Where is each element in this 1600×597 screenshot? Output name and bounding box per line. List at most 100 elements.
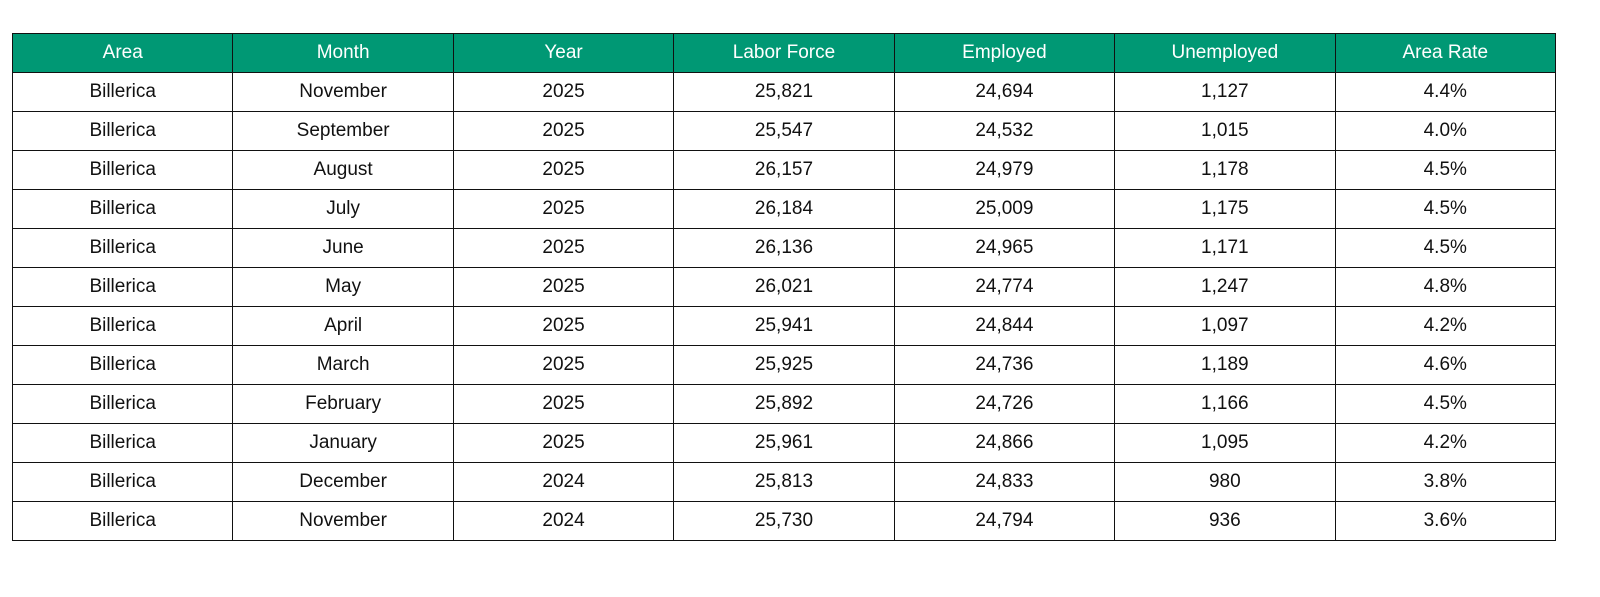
header-cell: Area Rate xyxy=(1334,33,1557,73)
table-cell: December xyxy=(232,462,454,502)
table-cell: 1,178 xyxy=(1114,150,1336,190)
table-cell: 26,184 xyxy=(673,189,895,229)
table-cell: 24,736 xyxy=(893,345,1116,385)
table-cell: 25,892 xyxy=(673,384,895,424)
table-cell: 2025 xyxy=(452,228,675,268)
table-cell: 26,157 xyxy=(673,150,895,190)
table-cell: 24,532 xyxy=(893,111,1116,151)
table-cell: 3.8% xyxy=(1334,462,1557,502)
table-cell: 24,866 xyxy=(893,423,1116,463)
table-row: Billerica December 2024 25,813 24,833 980 3.8% xyxy=(11,462,1557,502)
table-cell: 4.8% xyxy=(1334,267,1557,307)
table-cell: 4.2% xyxy=(1334,306,1557,346)
table-cell: 24,844 xyxy=(893,306,1116,346)
table-cell: 2025 xyxy=(452,384,675,424)
table-row: Billerica May 2025 26,021 24,774 1,247 4.8% xyxy=(11,267,1557,307)
table-cell: 24,774 xyxy=(893,267,1116,307)
table-cell: 936 xyxy=(1114,501,1336,541)
table-cell: 2025 xyxy=(452,72,675,112)
table-row: Billerica November 2025 25,821 24,694 1,127 4.… xyxy=(11,72,1557,112)
table-cell: 1,127 xyxy=(1114,72,1336,112)
table-cell: September xyxy=(232,111,454,151)
table-row: Billerica September 2025 25,547 24,532 1,015 4… xyxy=(11,111,1557,151)
table-cell: 4.0% xyxy=(1334,111,1557,151)
table-row: Billerica June 2025 26,136 24,965 1,171 4.5% xyxy=(11,228,1557,268)
table-cell: 2025 xyxy=(452,267,675,307)
table-cell: 24,726 xyxy=(893,384,1116,424)
table-cell: 1,247 xyxy=(1114,267,1336,307)
table-cell: August xyxy=(232,150,454,190)
table-cell: 2025 xyxy=(452,189,675,229)
table-cell: June xyxy=(232,228,454,268)
table-cell: 25,821 xyxy=(673,72,895,112)
header-cell: Month xyxy=(232,33,454,73)
table-cell: 24,979 xyxy=(893,150,1116,190)
table-cell: 2025 xyxy=(452,306,675,346)
table-row: Billerica November 2024 25,730 24,794 936 3.6% xyxy=(11,501,1557,541)
table-cell: Billerica xyxy=(11,306,234,346)
table-cell: March xyxy=(232,345,454,385)
table-cell: 26,021 xyxy=(673,267,895,307)
header-row: Area Month Year Labor Force Employed Unemploy… xyxy=(11,33,1557,73)
table-container: Area Month Year Labor Force Employed Unemploy… xyxy=(11,33,1557,541)
header-cell: Employed xyxy=(893,33,1116,73)
table-cell: 25,009 xyxy=(893,189,1116,229)
table-cell: 25,813 xyxy=(673,462,895,502)
table-cell: Billerica xyxy=(11,189,234,229)
table-cell: 1,166 xyxy=(1114,384,1336,424)
header-cell: Unemployed xyxy=(1114,33,1336,73)
table-cell: Billerica xyxy=(11,111,234,151)
table-cell: Billerica xyxy=(11,72,234,112)
table-cell: 4.2% xyxy=(1334,423,1557,463)
table-cell: Billerica xyxy=(11,345,234,385)
table-cell: 1,015 xyxy=(1114,111,1336,151)
table-cell: 25,961 xyxy=(673,423,895,463)
table-row: Billerica July 2025 26,184 25,009 1,175 4.5% xyxy=(11,189,1557,229)
table-cell: 25,547 xyxy=(673,111,895,151)
table-cell: 3.6% xyxy=(1334,501,1557,541)
table-cell: 1,171 xyxy=(1114,228,1336,268)
table-cell: February xyxy=(232,384,454,424)
table-row: Billerica August 2025 26,157 24,979 1,178 4.5% xyxy=(11,150,1557,190)
table-cell: 2024 xyxy=(452,462,675,502)
table-cell: January xyxy=(232,423,454,463)
table-cell: 24,965 xyxy=(893,228,1116,268)
header-cell: Area xyxy=(11,33,234,73)
table-cell: 4.5% xyxy=(1334,384,1557,424)
header-cell: Labor Force xyxy=(673,33,895,73)
table-cell: Billerica xyxy=(11,150,234,190)
table-cell: Billerica xyxy=(11,267,234,307)
table-cell: 2025 xyxy=(452,345,675,385)
table-cell: 24,794 xyxy=(893,501,1116,541)
table-cell: 24,694 xyxy=(893,72,1116,112)
table-cell: 980 xyxy=(1114,462,1336,502)
table-cell: 2025 xyxy=(452,150,675,190)
table-cell: November xyxy=(232,72,454,112)
table-cell: 24,833 xyxy=(893,462,1116,502)
table-row: Billerica January 2025 25,961 24,866 1,095 4.2… xyxy=(11,423,1557,463)
table-cell: May xyxy=(232,267,454,307)
table-cell: Billerica xyxy=(11,228,234,268)
table-cell: 26,136 xyxy=(673,228,895,268)
table-cell: 25,925 xyxy=(673,345,895,385)
table-row: Billerica February 2025 25,892 24,726 1,166 4.… xyxy=(11,384,1557,424)
table-cell: Billerica xyxy=(11,462,234,502)
table-cell: 1,189 xyxy=(1114,345,1336,385)
table-cell: April xyxy=(232,306,454,346)
data-table: Area Month Year Labor Force Employed Unemploy… xyxy=(11,33,1557,541)
table-cell: 4.5% xyxy=(1334,189,1557,229)
table-cell: 2024 xyxy=(452,501,675,541)
table-cell: 25,941 xyxy=(673,306,895,346)
table-cell: Billerica xyxy=(11,501,234,541)
table-cell: November xyxy=(232,501,454,541)
header-cell: Year xyxy=(452,33,675,73)
table-cell: 1,095 xyxy=(1114,423,1336,463)
table-cell: 1,097 xyxy=(1114,306,1336,346)
table-cell: 2025 xyxy=(452,111,675,151)
table-cell: 1,175 xyxy=(1114,189,1336,229)
table-row: Billerica March 2025 25,925 24,736 1,189 4.6% xyxy=(11,345,1557,385)
table-cell: 4.5% xyxy=(1334,150,1557,190)
table-cell: Billerica xyxy=(11,423,234,463)
table-cell: 2025 xyxy=(452,423,675,463)
